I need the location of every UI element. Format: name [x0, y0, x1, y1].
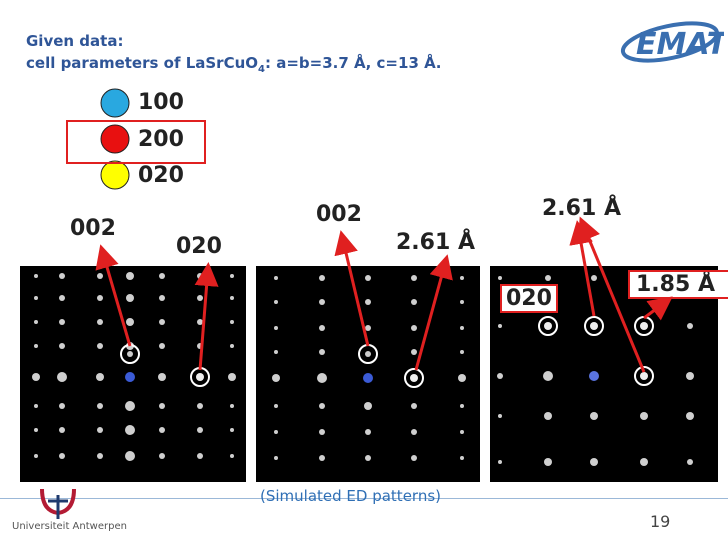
- pattern-3-central-beam: [589, 371, 599, 381]
- label-p1-020: 020: [176, 234, 222, 259]
- label-p2-002: 002: [316, 202, 362, 227]
- pattern-1-central-beam: [125, 372, 135, 382]
- pattern-3-marker-020: [538, 316, 558, 336]
- arrow-p3-261: [569, 220, 596, 317]
- university-logo-icon: [40, 488, 76, 519]
- label-p3-185: 1.85 Å: [628, 270, 728, 299]
- arrow-p3-261-b: [577, 216, 646, 373]
- header-line-2-prefix: cell parameters of LaSrCuO: [26, 54, 259, 72]
- legend-highlight-box: [66, 120, 206, 164]
- arrow-p2-261: [414, 254, 453, 371]
- arrow-p1-020: [194, 262, 219, 371]
- legend-label-020: 020: [138, 163, 184, 188]
- header-line-2: cell parameters of LaSrCuO4: a=b=3.7 Å, …: [26, 52, 441, 81]
- pattern-2-marker-261: [404, 368, 424, 388]
- header-line-2-subscript: 4: [258, 64, 265, 75]
- arrow-p3-185: [643, 296, 673, 321]
- label-p1-002: 002: [70, 216, 116, 241]
- header-line-2-suffix: : a=b=3.7 Å, c=13 Å.: [265, 54, 442, 72]
- pattern-2-central-beam: [363, 373, 373, 383]
- page-number: 19: [650, 512, 671, 531]
- pattern-3-marker-261-b: [634, 366, 654, 386]
- pattern-2-spots: [272, 275, 466, 461]
- legend-label-200: 200: [138, 127, 184, 152]
- ed-pattern-2: [256, 266, 480, 482]
- figure-caption: (Simulated ED patterns): [260, 487, 441, 505]
- svg-text:EMAT: EMAT: [636, 27, 724, 62]
- footer-divider: [0, 498, 728, 499]
- ed-pattern-1: [20, 266, 246, 482]
- university-name: Universiteit Antwerpen: [12, 521, 127, 532]
- label-p2-261: 2.61 Å: [396, 230, 475, 255]
- emat-logo: EMAT: [620, 21, 724, 63]
- pattern-3-marker-261: [584, 316, 604, 336]
- legend-label-100: 100: [138, 90, 184, 115]
- label-p3-020: 020: [500, 284, 558, 313]
- arrow-p2-002: [334, 230, 370, 347]
- header-line-1: Given data:: [26, 32, 124, 50]
- legend-swatch-020: [100, 160, 130, 190]
- legend-swatch-100: [100, 88, 130, 118]
- slide-header: Given data: cell parameters of LaSrCuO4:…: [26, 30, 441, 81]
- arrow-p1-002: [95, 244, 132, 347]
- legend-swatch-200: [100, 124, 130, 154]
- legend-swatches: [100, 88, 130, 190]
